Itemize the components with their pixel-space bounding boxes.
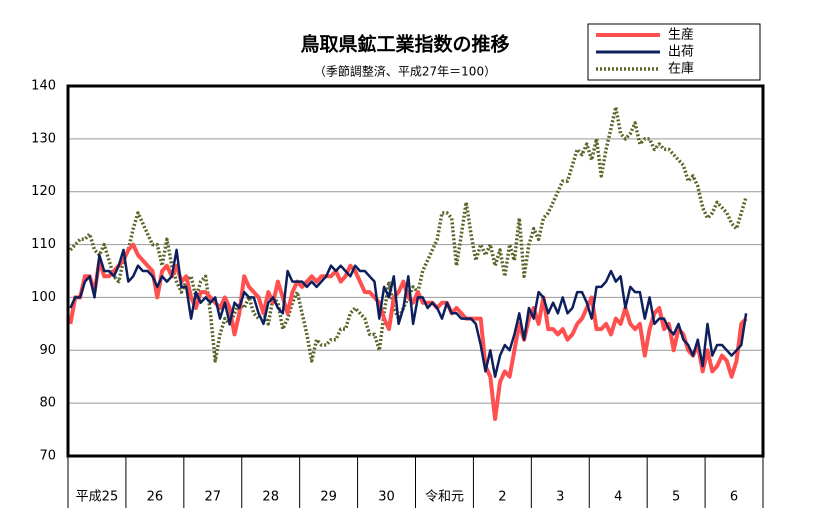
x-tick-label: 30 xyxy=(378,490,395,505)
x-tick-label: 6 xyxy=(730,490,738,505)
y-tick-label: 120 xyxy=(31,184,56,199)
y-tick-label: 80 xyxy=(39,396,56,411)
x-tick-label: 2 xyxy=(498,490,506,505)
x-tick-label: 27 xyxy=(205,490,222,505)
plot-frame xyxy=(66,84,765,458)
y-tick-label: 110 xyxy=(31,237,56,252)
y-tick-label: 70 xyxy=(39,449,56,464)
y-tick-label: 130 xyxy=(31,131,56,146)
x-tick-label: 平成25 xyxy=(76,490,119,505)
legend-label: 在庫 xyxy=(668,62,694,77)
x-tick-label: 29 xyxy=(320,490,337,505)
series-line xyxy=(69,248,748,378)
x-tick-label: 令和元 xyxy=(425,490,464,505)
chart-title: 鳥取県鉱工業指数の推移 xyxy=(300,33,509,56)
legend-label: 出荷 xyxy=(668,45,694,60)
y-tick-label: 100 xyxy=(31,290,56,305)
y-tick-label: 90 xyxy=(39,343,56,358)
x-tick-label: 28 xyxy=(262,490,279,505)
y-tick-label: 140 xyxy=(31,79,56,94)
chart-subtitle: （季節調整済、平成27年＝100） xyxy=(314,64,496,79)
series-line xyxy=(68,242,748,421)
x-tick-label: 4 xyxy=(614,490,622,505)
x-tick-label: 3 xyxy=(556,490,564,505)
x-tick-label: 5 xyxy=(672,490,680,505)
plot-area xyxy=(68,86,763,456)
legend-label: 生産 xyxy=(668,27,694,43)
x-tick-label: 26 xyxy=(147,490,164,505)
